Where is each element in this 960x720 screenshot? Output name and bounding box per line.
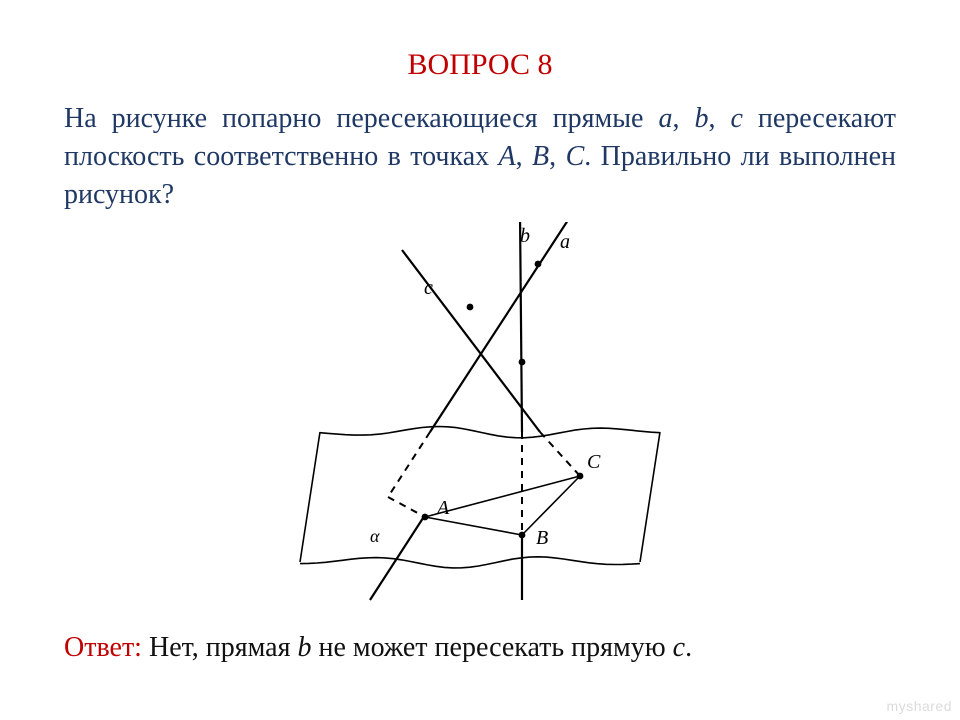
ans-p1: Нет, прямая	[142, 632, 297, 663]
q-c2: ,	[708, 103, 730, 134]
q-c4: ,	[549, 141, 565, 172]
q-p1: На рисунке попарно пересекающиеся прямые	[64, 103, 658, 134]
svg-text:A: A	[435, 497, 450, 519]
svg-text:C: C	[587, 451, 601, 473]
watermark: myshared	[887, 698, 952, 714]
svg-text:c: c	[424, 277, 433, 299]
svg-text:a: a	[560, 231, 570, 253]
q-A: A	[499, 141, 516, 172]
q-a: a	[658, 103, 672, 134]
svg-text:b: b	[520, 225, 530, 247]
svg-text:α: α	[370, 526, 380, 546]
diagram: a b c A B Cα	[280, 222, 700, 602]
answer-text: Нет, прямая b не может пересекать прямую…	[142, 632, 692, 663]
q-B: B	[532, 141, 549, 172]
q-c1: ,	[672, 103, 694, 134]
question-text: На рисунке попарно пересекающиеся прямые…	[64, 100, 896, 213]
q-c: c	[730, 103, 742, 134]
ans-b: b	[297, 632, 311, 663]
answer-label: Ответ:	[64, 632, 142, 663]
q-b: b	[694, 103, 708, 134]
q-C: C	[566, 141, 585, 172]
ans-p3: .	[685, 632, 692, 663]
ans-c: c	[673, 632, 685, 663]
svg-text:B: B	[536, 527, 548, 549]
question-title: ВОПРОС 8	[0, 48, 960, 82]
q-c3: ,	[516, 141, 532, 172]
answer-row: Ответ: Нет, прямая b не может пересекать…	[64, 632, 896, 664]
ans-p2: не может пересекать прямую	[311, 632, 672, 663]
